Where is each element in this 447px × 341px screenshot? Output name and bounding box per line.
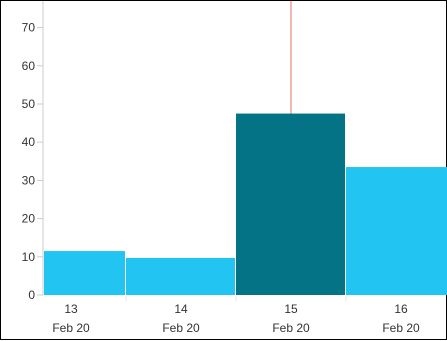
x-tick-label-month: Feb 20 xyxy=(272,321,310,335)
y-tick-label: 20 xyxy=(22,212,36,226)
y-tick-label: 10 xyxy=(22,250,36,264)
y-tick-label: 50 xyxy=(22,97,36,111)
y-tick-label: 60 xyxy=(22,59,36,73)
bar-14[interactable] xyxy=(126,257,235,295)
x-tick-label-month: Feb 20 xyxy=(162,321,200,335)
y-tick-label: 30 xyxy=(22,173,36,187)
x-tick-label-day: 15 xyxy=(284,302,298,316)
bar-15[interactable] xyxy=(236,113,345,295)
bar-13[interactable] xyxy=(44,251,125,295)
y-tick-label: 70 xyxy=(22,21,36,35)
x-tick-label-day: 16 xyxy=(394,302,408,316)
x-tick-label-month: Feb 20 xyxy=(52,321,90,335)
y-tick-label: 0 xyxy=(28,288,35,302)
x-tick-label-day: 13 xyxy=(64,302,78,316)
x-tick-label-month: Feb 20 xyxy=(382,321,420,335)
bar-16[interactable] xyxy=(346,167,447,295)
x-tick-label-day: 14 xyxy=(174,302,188,316)
y-tick-label: 40 xyxy=(22,135,36,149)
